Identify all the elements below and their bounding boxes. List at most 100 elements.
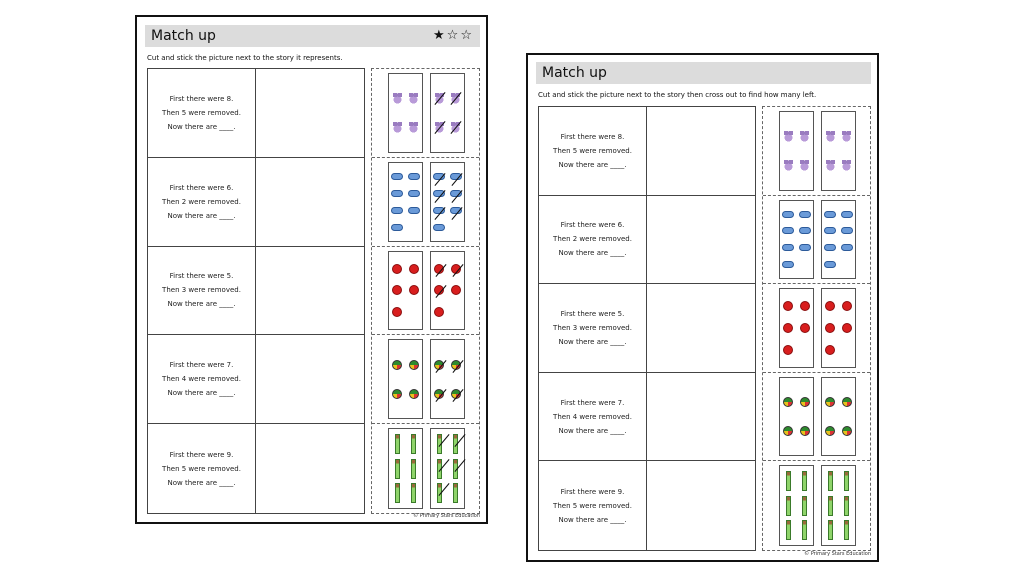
stick-picture-area[interactable] [647, 284, 755, 372]
pencil-icon [785, 520, 791, 541]
story-line: First there were 9. [169, 450, 234, 459]
pencil-icon [453, 433, 459, 454]
picture-card[interactable] [763, 284, 870, 373]
story-row: First there were 8. Then 5 were removed. N… [539, 107, 755, 196]
picture-card[interactable] [763, 461, 870, 550]
pencil-icon [844, 495, 850, 516]
sweet-icon [824, 227, 837, 235]
sweet-icon [798, 244, 811, 252]
story-text: First there were 6. Then 2 were removed. N… [148, 158, 255, 246]
apple-icon [799, 322, 810, 333]
sweet-icon [782, 261, 795, 269]
story-table: First there were 8. Then 5 were removed. N… [538, 106, 756, 551]
stick-picture-area[interactable] [256, 158, 364, 246]
sweet-icon [824, 244, 837, 252]
story-text: First there were 7. Then 4 were removed. N… [539, 373, 646, 461]
ball-icon [392, 388, 403, 399]
sweet-icon [433, 223, 446, 231]
teddy-icon [841, 160, 853, 172]
story-table: First there were 8. Then 5 were removed. N… [147, 68, 365, 514]
pencil-icon [827, 520, 833, 541]
story-line: Now there are ____. [167, 122, 236, 131]
picture-card[interactable] [372, 424, 479, 513]
stick-picture-area[interactable] [647, 107, 755, 195]
story-line: First there were 6. [169, 183, 234, 192]
stick-picture-area[interactable] [256, 424, 364, 513]
apple-icon [841, 301, 852, 312]
picture-card[interactable] [372, 335, 479, 425]
sweet-icon [407, 189, 420, 197]
story-text: First there were 6. Then 2 were removed. N… [539, 196, 646, 284]
story-text: First there were 7. Then 4 were removed. N… [148, 335, 255, 423]
story-row: First there were 8. Then 5 were removed. N… [148, 69, 364, 158]
ball-icon [392, 359, 403, 370]
teddy-icon [782, 160, 794, 172]
story-row: First there were 5. Then 3 were removed. N… [148, 247, 364, 336]
picture-card[interactable] [372, 247, 479, 336]
picture-box [821, 199, 856, 280]
stick-picture-area[interactable] [256, 335, 364, 423]
teddy-icon [408, 122, 420, 134]
picture-card[interactable] [372, 158, 479, 247]
apple-icon [825, 322, 836, 333]
story-line: First there were 5. [560, 309, 625, 318]
stick-picture-area[interactable] [647, 196, 755, 284]
ball-icon [799, 426, 810, 437]
apple-icon [450, 263, 461, 274]
story-text: First there were 5. Then 3 were removed. N… [539, 284, 646, 372]
story-line: First there were 8. [560, 132, 625, 141]
apple-icon [392, 307, 403, 318]
teddy-icon [799, 130, 811, 142]
pencil-icon [785, 495, 791, 516]
worksheet-left: Match up ★☆☆ Cut and stick the picture n… [135, 15, 488, 524]
sweet-icon [840, 244, 853, 252]
pencil-icon [453, 483, 459, 504]
stick-picture-area[interactable] [647, 461, 755, 550]
sweet-icon [840, 210, 853, 218]
instruction-text: Cut and stick the picture next to the st… [538, 91, 817, 99]
picture-card[interactable] [763, 196, 870, 285]
teddy-icon [782, 130, 794, 142]
story-row: First there were 7. Then 4 were removed. N… [148, 335, 364, 425]
apple-icon [408, 263, 419, 274]
ball-icon [434, 388, 445, 399]
sweet-icon [433, 206, 446, 214]
teddy-icon [824, 160, 836, 172]
stick-picture-area[interactable] [256, 247, 364, 335]
apple-icon [825, 301, 836, 312]
story-line: Now there are ____. [167, 389, 236, 398]
story-text: First there were 5. Then 3 were removed. N… [148, 247, 255, 335]
story-line: Now there are ____. [558, 249, 627, 258]
story-line: Then 5 were removed. [553, 501, 632, 510]
picture-box [430, 161, 465, 242]
column-divider [255, 69, 256, 513]
sweet-icon [407, 206, 420, 214]
picture-box [388, 250, 423, 331]
instruction-text: Cut and stick the picture next to the st… [147, 54, 343, 62]
pencil-icon [436, 433, 442, 454]
ball-icon [783, 426, 794, 437]
picture-card[interactable] [372, 69, 479, 158]
page-title: Match up [151, 28, 216, 44]
apple-icon [799, 301, 810, 312]
story-line: Then 5 were removed. [162, 464, 241, 473]
teddy-icon [841, 130, 853, 142]
copyright: © Primary Stars Education [804, 551, 871, 557]
pencil-icon [436, 458, 442, 479]
worksheet-right: Match up Cut and stick the picture next … [526, 53, 879, 562]
story-line: Then 4 were removed. [553, 412, 632, 421]
picture-card[interactable] [763, 107, 870, 196]
pencil-icon [453, 458, 459, 479]
picture-card[interactable] [763, 373, 870, 462]
story-line: First there were 8. [169, 94, 234, 103]
pencil-icon [844, 471, 850, 492]
picture-box [430, 73, 465, 153]
teddy-icon [391, 92, 403, 104]
story-line: Now there are ____. [558, 426, 627, 435]
stick-picture-area[interactable] [647, 373, 755, 461]
apple-icon [450, 285, 461, 296]
stick-picture-area[interactable] [256, 69, 364, 157]
ball-icon [825, 396, 836, 407]
ball-icon [799, 396, 810, 407]
pencil-icon [394, 458, 400, 479]
